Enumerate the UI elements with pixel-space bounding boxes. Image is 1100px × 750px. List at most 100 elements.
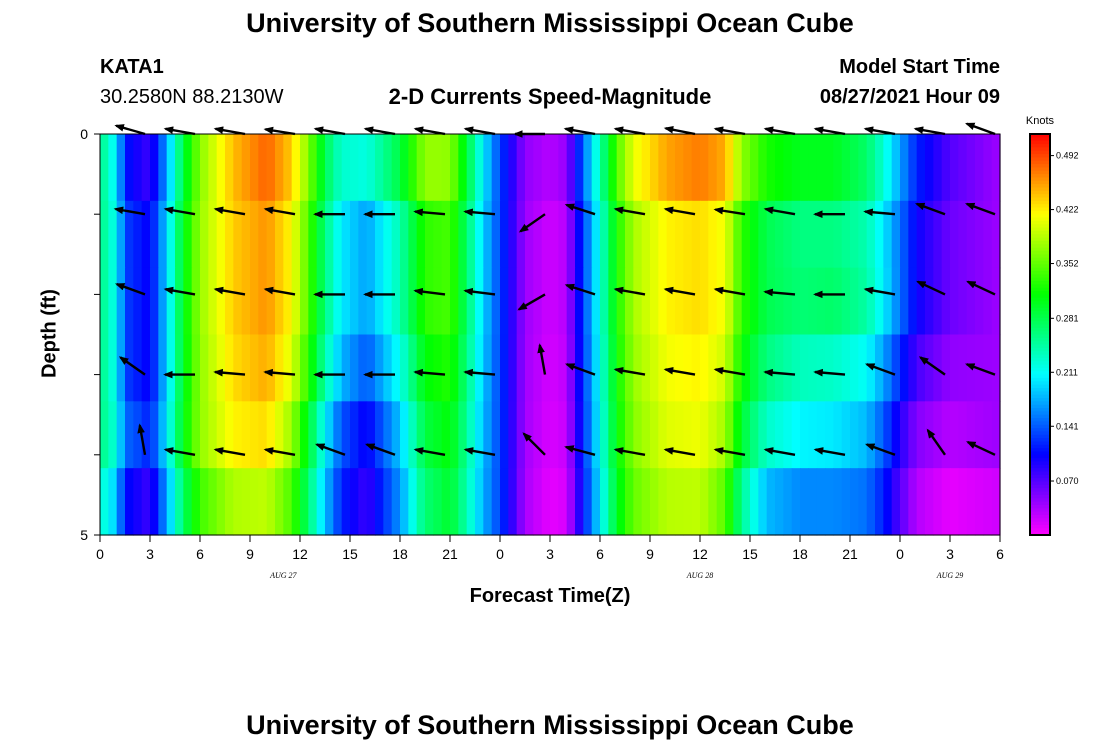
heatmap-cell	[441, 468, 451, 536]
heatmap-cell	[950, 468, 959, 536]
heatmap-cell	[850, 267, 859, 336]
heatmap-cell	[383, 134, 393, 202]
heatmap-cell	[408, 401, 418, 469]
heatmap-cell	[883, 134, 893, 202]
heatmap-cell	[225, 134, 234, 202]
heatmap-cell	[341, 334, 351, 402]
current-vector	[137, 423, 147, 456]
heatmap-cell	[258, 468, 268, 536]
heatmap-cell	[983, 134, 993, 202]
current-vector	[564, 445, 596, 456]
heatmap-cell	[308, 134, 318, 202]
heatmap-cell	[683, 200, 693, 269]
heatmap-cell	[608, 334, 618, 402]
x-tick-label: 3	[546, 546, 554, 562]
heatmap-cell	[675, 200, 684, 269]
heatmap-cell	[316, 468, 326, 536]
colorbar-segment	[1030, 521, 1050, 526]
heatmap-cell	[466, 267, 476, 336]
heatmap-cell	[116, 200, 126, 269]
current-vector	[363, 126, 396, 136]
colorbar-segment	[1030, 347, 1050, 352]
heatmap-cell	[741, 468, 751, 536]
heatmap-cell	[525, 334, 534, 402]
heatmap-cell	[550, 468, 559, 536]
heatmap-cell	[158, 134, 168, 202]
colorbar-segment	[1030, 230, 1050, 235]
heatmap-cell	[475, 401, 484, 469]
heatmap-cell	[183, 200, 193, 269]
heatmap-cell	[808, 401, 818, 469]
heatmap-cell	[266, 267, 276, 336]
x-tick-label: 9	[246, 546, 254, 562]
heatmap-cell	[508, 134, 518, 202]
heatmap-cell	[125, 134, 134, 202]
heatmap-cell	[925, 200, 934, 269]
heatmap-cell	[291, 200, 301, 269]
heatmap-cell	[833, 134, 843, 202]
colorbar-segment	[1030, 508, 1050, 513]
heatmap-cell	[633, 267, 643, 336]
heatmap-cell	[850, 468, 859, 536]
colorbar-segment	[1030, 337, 1050, 342]
heatmap-cell	[891, 401, 901, 469]
heatmap-cell	[425, 267, 434, 336]
heatmap-cell	[791, 134, 801, 202]
heatmap-cell	[166, 267, 176, 336]
heatmap-cell	[183, 334, 193, 402]
heatmap-cell	[716, 200, 726, 269]
heatmap-cell	[716, 267, 726, 336]
heatmap-cell	[600, 401, 609, 469]
colorbar-segment	[1030, 287, 1050, 292]
colorbar-segment	[1030, 461, 1050, 466]
heatmap-cell	[566, 401, 576, 469]
heatmap-cell	[533, 401, 543, 469]
heatmap-cell	[316, 200, 326, 269]
heatmap-cell	[375, 401, 384, 469]
heatmap-cell	[541, 267, 551, 336]
heatmap-cell	[375, 200, 384, 269]
heatmap-cell	[108, 267, 118, 336]
heatmap-cell	[858, 468, 868, 536]
heatmap-cell	[350, 468, 359, 536]
heatmap-cell	[150, 334, 159, 402]
heatmap-cell	[233, 468, 243, 536]
heatmap-cell	[391, 134, 401, 202]
heatmap-cell	[433, 267, 443, 336]
heatmap-cell	[166, 401, 176, 469]
current-vector	[463, 208, 496, 217]
heatmap-cell	[116, 134, 126, 202]
heatmap-cell	[966, 468, 976, 536]
heatmap-cell	[833, 468, 843, 536]
heatmap-cell	[783, 334, 793, 402]
heatmap-cell	[691, 334, 701, 402]
heatmap-cell	[625, 267, 634, 336]
heatmap-cell	[800, 267, 809, 336]
heatmap-cell	[533, 200, 543, 269]
heatmap-cell	[583, 468, 593, 536]
heatmap-cell	[416, 468, 426, 536]
x-tick-label: 18	[392, 546, 408, 562]
x-tick-label: 0	[96, 546, 104, 562]
heatmap-cell	[133, 200, 143, 269]
colorbar-segment	[1030, 250, 1050, 255]
heatmap-cell	[266, 200, 276, 269]
heatmap-cell	[400, 334, 409, 402]
heatmap-cell	[775, 200, 784, 269]
colorbar-segment	[1030, 304, 1050, 309]
heatmap-cell	[741, 401, 751, 469]
colorbar-segment	[1030, 484, 1050, 489]
heatmap-cell	[958, 200, 968, 269]
heatmap-cell	[741, 134, 751, 202]
heatmap-cell	[600, 468, 609, 536]
heatmap-cell	[475, 468, 484, 536]
colorbar-segment	[1030, 411, 1050, 416]
heatmap-cell	[708, 134, 718, 202]
heatmap-cell	[925, 334, 934, 402]
heatmap-cell	[341, 200, 351, 269]
heatmap-cell	[550, 334, 559, 402]
colorbar-segment	[1030, 474, 1050, 479]
heatmap-cell	[866, 401, 876, 469]
heatmap-cell	[325, 401, 334, 469]
heatmap-cell	[166, 468, 176, 536]
